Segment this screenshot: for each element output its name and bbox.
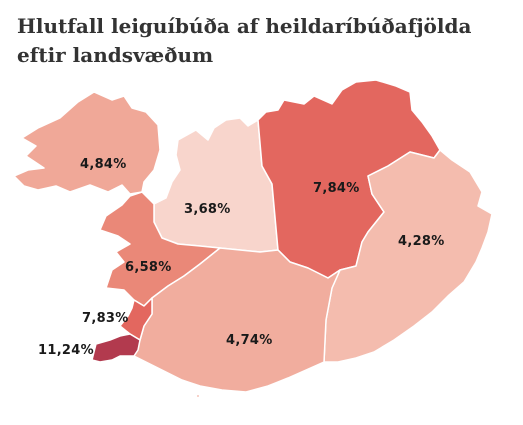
label-sudurnes: 7,83% [82,311,129,326]
region-austurland[interactable] [323,149,493,363]
label-austurland: 4,28% [398,234,445,249]
region-vestfirdir[interactable] [13,91,161,195]
label-vesturland: 6,58% [125,260,172,275]
label-nordurland-eystra: 7,84% [313,181,360,196]
label-sudurland: 4,74% [226,333,273,348]
label-vestfirdir: 4,84% [80,157,127,172]
region-hofudborgarsvaedid[interactable] [91,333,141,363]
label-hofudborgarsvaedid: 11,24% [38,343,94,358]
island-dot [195,393,201,399]
label-nordurland-vestra: 3,68% [184,202,231,217]
map-title: Hlutfall leiguíbúða af heildaríbúðafjöld… [17,14,472,67]
